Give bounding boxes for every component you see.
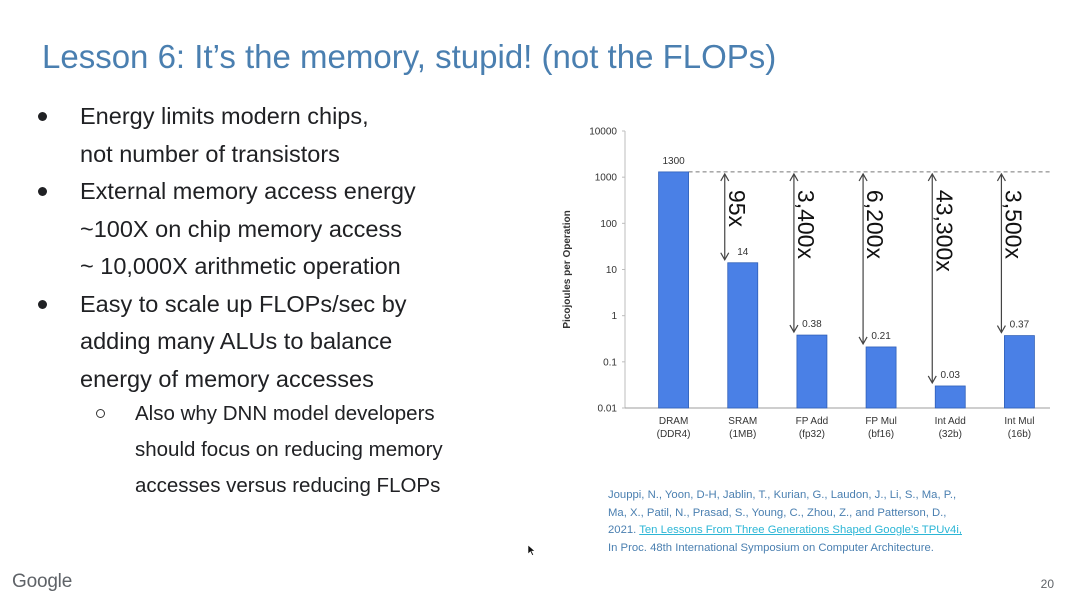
y-tick-label: 0.01 <box>598 404 618 415</box>
ratio-arrow-up-head <box>927 172 937 182</box>
bar <box>727 262 759 409</box>
bullet-text: not number of transistors <box>80 140 340 167</box>
category-label: Int Add <box>935 416 966 427</box>
category-sublabel: (16b) <box>1008 429 1031 440</box>
bullet-item: Energy limits modern chips, not number o… <box>34 98 554 173</box>
ratio-arrow-down-head <box>789 324 799 334</box>
category-label: FP Mul <box>865 416 897 427</box>
bar-value-label: 0.21 <box>871 331 891 342</box>
sub-bullet-text: should focus on reducing memory <box>135 438 443 461</box>
y-tick-label: 10000 <box>589 127 617 138</box>
category-label: Int Mul <box>1004 416 1034 427</box>
bullet-list: Energy limits modern chips, not number o… <box>34 98 554 504</box>
bar <box>1004 335 1035 409</box>
category-sublabel: (1MB) <box>729 429 756 440</box>
bar-value-label: 0.37 <box>1010 320 1030 331</box>
bullet-dot-icon <box>38 187 47 196</box>
citation: Jouppi, N., Yoon, D-H, Jablin, T., Kuria… <box>608 487 1058 557</box>
google-logo: Google <box>12 571 73 592</box>
ratio-arrow-up-head <box>789 172 799 182</box>
y-tick-label: 1000 <box>595 173 618 184</box>
bullet-item: External memory access energy ~100X on c… <box>34 173 554 286</box>
y-tick-label: 100 <box>600 219 617 230</box>
ratio-label: 43,300x <box>931 190 957 272</box>
ratio-label: 6,200x <box>862 190 888 260</box>
sub-bullet-text: Also why DNN model developers <box>135 402 435 425</box>
slide-title: Lesson 6: It’s the memory, stupid! (not … <box>42 38 777 75</box>
citation-authors-line: Ma, X., Patil, N., Prasad, S., Young, C.… <box>608 506 947 519</box>
citation-venue: In Proc. 48th International Symposium on… <box>608 541 934 554</box>
page-number: 20 <box>1040 577 1054 591</box>
ratio-arrow-up-head <box>720 172 730 182</box>
bullet-dot-icon <box>38 112 47 121</box>
bullet-text: Easy to scale up FLOPs/sec by <box>80 290 407 317</box>
bullet-text: adding many ALUs to balance <box>80 328 393 354</box>
category-sublabel: (DDR4) <box>657 429 691 440</box>
bullet-text: energy of memory accesses <box>80 365 374 392</box>
ratio-arrow-down-head <box>720 252 730 261</box>
y-tick-label: 1 <box>611 311 617 322</box>
category-sublabel: (bf16) <box>868 429 894 440</box>
citation-year: 2021. <box>608 524 637 536</box>
y-tick-label: 0.1 <box>603 357 617 368</box>
sub-bullet-text: accesses versus reducing FLOPs <box>135 474 441 497</box>
ratio-arrow-down-head <box>858 336 868 346</box>
category-label: DRAM <box>659 416 688 427</box>
ratio-label: 95x <box>724 190 750 228</box>
bar <box>865 346 897 409</box>
bullet-dot-icon <box>38 299 47 309</box>
sub-bullet-item: Also why DNN model developers should foc… <box>34 396 554 504</box>
chart-svg: 0.01 0.1 1 10 100 1000 10000 Picojoules per Ope… <box>562 127 1050 440</box>
category-sublabel: (fp32) <box>799 429 825 440</box>
bullet-text: Energy limits modern chips, <box>80 103 369 129</box>
bar <box>796 334 828 409</box>
y-tick-label: 10 <box>606 265 618 276</box>
category-label: SRAM <box>728 416 757 427</box>
category-label: FP Add <box>796 416 829 427</box>
bullet-text: External memory access energy <box>80 178 416 204</box>
citation-link[interactable]: Ten Lessons From Three Generations Shape… <box>639 524 962 536</box>
bar-value-label: 0.38 <box>802 319 822 330</box>
bullet-text: ~ 10,000X arithmetic operation <box>80 253 401 279</box>
bullet-circle-icon <box>96 409 105 418</box>
bullet-item: Easy to scale up FLOPs/sec by adding man… <box>34 286 554 399</box>
bar <box>658 171 689 409</box>
citation-authors-line: Jouppi, N., Yoon, D-H, Jablin, T., Kuria… <box>608 489 957 501</box>
bullet-text: ~100X on chip memory access <box>80 215 402 242</box>
bar-value-label: 0.03 <box>941 370 961 381</box>
y-axis-label: Picojoules per Operation <box>562 210 573 328</box>
ratio-label: 3,400x <box>793 190 819 260</box>
bar-value-label: 14 <box>737 247 749 258</box>
ratio-arrow-down-head <box>927 375 937 385</box>
ratio-arrow-up-head <box>858 172 868 182</box>
category-sublabel: (32b) <box>939 429 962 440</box>
energy-bar-chart: 0.01 0.1 1 10 100 1000 10000 Picojoules per Ope… <box>555 115 1065 455</box>
mouse-cursor-icon <box>528 545 536 556</box>
bar <box>934 385 966 409</box>
bar-value-label: 1300 <box>662 156 685 167</box>
ratio-arrow-up-head <box>996 172 1006 182</box>
ratio-label: 3,500x <box>1000 190 1026 260</box>
citation-title-line: 2021. Ten Lessons From Three Generations… <box>608 522 1058 540</box>
ratio-arrow-down-head <box>996 325 1006 334</box>
